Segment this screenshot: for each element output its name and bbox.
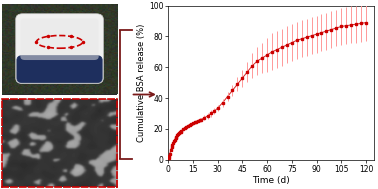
X-axis label: Time (d): Time (d)	[253, 176, 290, 185]
FancyBboxPatch shape	[16, 14, 103, 84]
Y-axis label: Cumulative BSA release (%): Cumulative BSA release (%)	[137, 23, 146, 142]
FancyBboxPatch shape	[17, 56, 102, 83]
FancyBboxPatch shape	[20, 18, 99, 60]
